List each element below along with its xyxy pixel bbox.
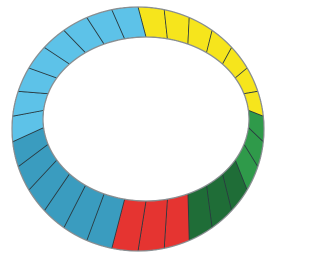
page: (() => { const svg = document.getElement… (0, 0, 268, 255)
ring-illustration (0, 0, 268, 255)
ring-inner-edge (43, 37, 249, 201)
ring-segment (164, 194, 189, 248)
